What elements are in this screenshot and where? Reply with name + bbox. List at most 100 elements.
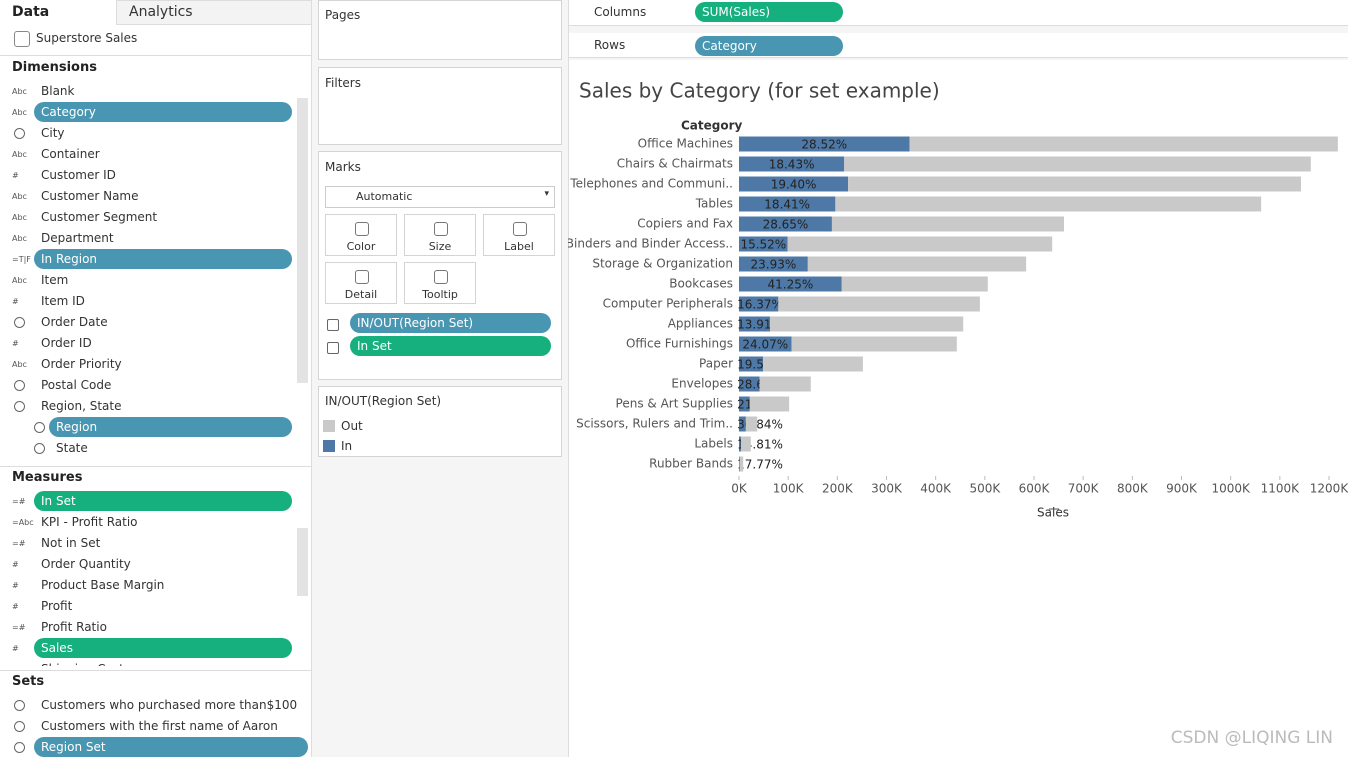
bar-segment — [787, 236, 1053, 252]
field-icon: Abc — [12, 276, 27, 285]
field-icon — [14, 700, 25, 711]
pages-card[interactable]: Pages — [318, 0, 562, 60]
button-icon — [434, 222, 448, 236]
data-label: 23.93% — [751, 258, 797, 272]
field-name[interactable]: Region, State — [41, 399, 122, 413]
x-tick-label: 100K — [773, 482, 805, 496]
legend-label[interactable]: In — [341, 439, 353, 453]
field-pill[interactable]: Sales — [34, 638, 292, 658]
field-icon: # — [12, 171, 19, 180]
legend-swatch — [323, 440, 335, 452]
field-name[interactable]: Item — [41, 273, 69, 287]
field-name[interactable]: Container — [41, 147, 100, 161]
legend-label[interactable]: Out — [341, 419, 363, 433]
bar-segment — [844, 156, 1311, 172]
field-name[interactable]: Profit Ratio — [41, 620, 107, 634]
field-name[interactable]: Customer Segment — [41, 210, 158, 224]
mark-button[interactable]: Color — [325, 214, 397, 256]
field-name: Category — [41, 105, 96, 119]
field-pill[interactable]: Region Set — [34, 737, 308, 757]
columns-pill[interactable]: SUM(Sales) — [695, 2, 843, 22]
analytics-tab[interactable]: Analytics — [116, 0, 312, 25]
field-name[interactable]: Item ID — [41, 294, 85, 308]
mark-button[interactable]: Tooltip — [404, 262, 476, 304]
card-title: Filters — [325, 76, 361, 90]
field-name[interactable]: Customer Name — [41, 189, 139, 203]
data-label: 18.43% — [769, 158, 815, 172]
data-tab[interactable]: Data — [0, 0, 116, 25]
field-name: Region Set — [41, 740, 106, 754]
y-tick-label: Chairs & Chairmats — [617, 157, 733, 171]
tab-label: Analytics — [129, 4, 193, 20]
field-name[interactable]: KPI - Profit Ratio — [41, 515, 138, 529]
field-icon: # — [12, 297, 19, 306]
y-tick-label: Scissors, Rulers and Trim.. — [576, 417, 733, 431]
bar-segment — [791, 336, 957, 352]
mark-pill[interactable]: In Set — [350, 336, 551, 356]
rows-pill[interactable]: Category — [695, 36, 843, 56]
source-name[interactable]: Superstore Sales — [36, 31, 138, 45]
section-title: Measures — [12, 470, 83, 485]
x-tick-label: 0K — [731, 482, 748, 496]
field-name[interactable]: Product Base Margin — [41, 578, 165, 592]
y-tick-label: Office Furnishings — [626, 337, 733, 351]
bar-segment — [739, 416, 746, 432]
bar-segment — [739, 436, 741, 452]
scrollbar[interactable] — [297, 98, 308, 383]
bar-segment — [739, 456, 744, 472]
x-tick-label: 200K — [822, 482, 854, 496]
field-name[interactable]: Order Priority — [41, 357, 122, 371]
field-name[interactable]: Postal Code — [41, 378, 112, 392]
field-name[interactable]: Order Quantity — [41, 557, 131, 571]
legend-swatch — [323, 420, 335, 432]
x-tick-label: 400K — [920, 482, 952, 496]
field-name[interactable]: Not in Set — [41, 536, 101, 550]
field-icon — [34, 422, 45, 433]
field-pill[interactable]: Region — [49, 417, 292, 437]
button-icon — [513, 222, 527, 236]
field-name[interactable]: Customers with the first name of Aaron — [41, 719, 278, 733]
field-icon: Abc — [12, 192, 27, 201]
mark-button[interactable]: Label — [483, 214, 555, 256]
field-pill[interactable]: In Set — [34, 491, 292, 511]
field-name[interactable]: Department — [41, 231, 114, 245]
field-name[interactable]: Shipping Cost — [41, 659, 124, 666]
bar-segment — [740, 436, 751, 452]
bar-segment — [739, 376, 760, 392]
bar-segment — [739, 136, 910, 152]
field-icon: Abc — [12, 234, 27, 243]
mark-button[interactable]: Size — [404, 214, 476, 256]
field-name[interactable]: Blank — [41, 84, 75, 98]
mark-type-dropdown[interactable]: Automatic ▾ — [325, 186, 555, 208]
bar-segment — [769, 316, 964, 332]
field-icon: =# — [12, 623, 26, 632]
x-tick-label: 600K — [1019, 482, 1051, 496]
field-name[interactable]: Customers who purchased more than$100 — [41, 698, 298, 712]
mark-button[interactable]: Detail — [325, 262, 397, 304]
field-name[interactable]: City — [41, 126, 65, 140]
field-icon — [14, 401, 25, 412]
field-pill[interactable]: In Region — [34, 249, 292, 269]
bar-segment — [739, 356, 764, 372]
section-title: Dimensions — [12, 60, 97, 75]
field-icon — [14, 742, 25, 753]
data-label: 18.41% — [764, 198, 810, 212]
bar-segment — [739, 276, 842, 292]
bar-segment — [739, 296, 779, 312]
field-name[interactable]: Order ID — [41, 336, 92, 350]
field-icon: # — [12, 560, 19, 569]
bar-segment — [739, 396, 750, 412]
field-pill[interactable]: Category — [34, 102, 292, 122]
scrollbar[interactable] — [297, 528, 308, 596]
field-name[interactable]: Customer ID — [41, 168, 116, 182]
mark-pill[interactable]: IN/OUT(Region Set) — [350, 313, 551, 333]
field-name[interactable]: Profit — [41, 599, 73, 613]
x-tick-label: 300K — [871, 482, 903, 496]
x-tick-label: 1200K — [1310, 482, 1348, 496]
bar-segment — [848, 176, 1301, 192]
bar-segment — [739, 216, 832, 232]
field-name[interactable]: Order Date — [41, 315, 108, 329]
field-name[interactable]: State — [56, 441, 88, 455]
filters-card[interactable]: Filters — [318, 67, 562, 145]
field-icon: Abc — [12, 360, 27, 369]
